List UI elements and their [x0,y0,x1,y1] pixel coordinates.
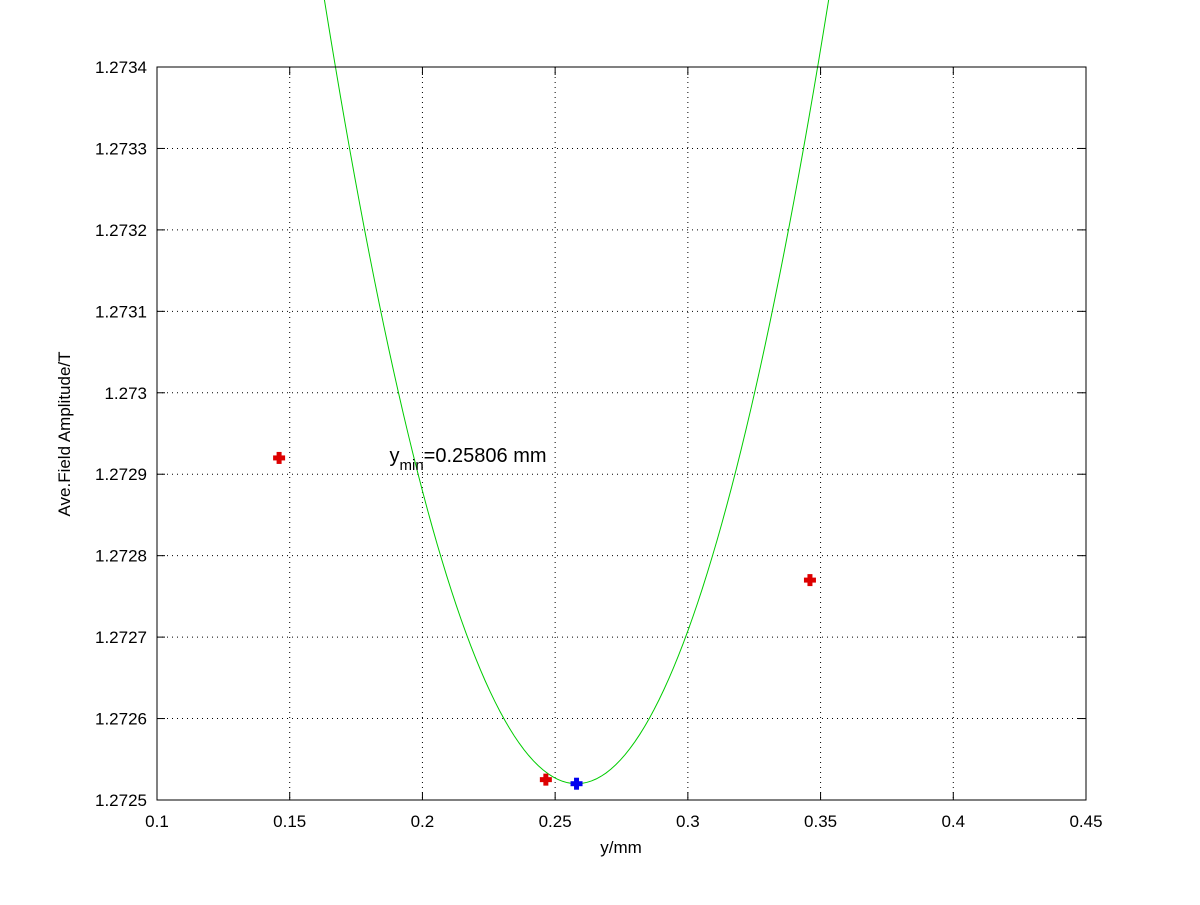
x-tick-label: 0.45 [1069,812,1102,831]
annotation-base: y [390,445,400,467]
sample-point-marker [273,451,286,464]
y-axis-label: Ave.Field Amplitude/T [55,351,74,516]
plot-area [157,67,1086,800]
y-tick-label: 1.2732 [95,221,147,240]
x-tick-label: 0.15 [273,812,306,831]
y-tick-label: 1.2734 [95,58,147,77]
x-tick-label: 0.3 [676,812,700,831]
y-tick-label: 1.2725 [95,791,147,810]
minimum-point-marker [570,777,583,790]
x-tick-label: 0.2 [411,812,435,831]
grid-lines [157,67,1086,800]
x-tick-label: 0.35 [804,812,837,831]
x-tick-label: 0.25 [539,812,572,831]
annotation-value: =0.25806 mm [424,445,547,467]
y-tick-label: 1.273 [104,384,147,403]
x-tick-labels: 0.1 0.15 0.2 0.25 0.3 0.35 0.4 0.45 [145,812,1102,831]
fit-curve-layer [323,0,830,785]
y-tick-label: 1.2728 [95,547,147,566]
y-tick-label: 1.2727 [95,628,147,647]
annotation-subscript: min [400,457,424,474]
y-tick-label: 1.2733 [95,139,147,158]
fit-curve [323,0,830,785]
sample-point-marker [539,773,552,786]
axes-box [156,66,1087,801]
x-tick-label: 0.1 [145,812,169,831]
ymin-annotation: ymin=0.25806 mm [390,445,547,474]
sample-point-marker [803,574,816,587]
y-tick-label: 1.2726 [95,710,147,729]
data-markers [273,451,816,790]
y-tick-labels: 1.2725 1.2726 1.2727 1.2728 1.2729 1.273 1.273… [95,58,147,810]
y-tick-label: 1.2731 [95,302,147,321]
x-axis-label: y/mm [600,838,642,857]
x-tick-label: 0.4 [941,812,965,831]
y-tick-label: 1.2729 [95,465,147,484]
